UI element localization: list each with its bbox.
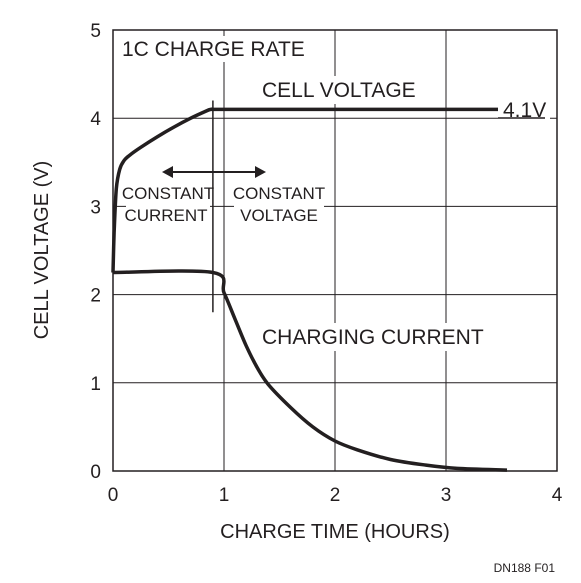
- series-line-charging-current: [112, 269, 508, 472]
- x-tick-label: 0: [108, 485, 119, 506]
- y-tick-label: 4: [90, 109, 101, 130]
- y-tick-label: 3: [90, 197, 101, 218]
- x-tick-label: 2: [330, 485, 341, 506]
- cc-label-bg: [126, 183, 210, 226]
- x-tick-label: 1: [219, 485, 230, 506]
- constant-voltage-line2: VOLTAGE: [240, 206, 318, 225]
- phase-arrow-right-head: [255, 166, 266, 178]
- series-line-cell-voltage: [111, 107, 502, 273]
- series-layer: [111, 107, 508, 472]
- constant-current-line2: CURRENT: [124, 206, 207, 225]
- cell-voltage-label: CELL VOLTAGE: [262, 79, 416, 102]
- rate-annotation: 1C CHARGE RATE: [122, 38, 305, 61]
- voltage-label-bg: [258, 76, 410, 104]
- phase-arrow: [162, 166, 266, 178]
- phase-arrow-left-head: [162, 166, 173, 178]
- voltage-value-bg: [498, 100, 550, 126]
- cv-label-bg: [234, 183, 324, 226]
- constant-voltage-line1: CONSTANT: [233, 184, 325, 203]
- y-tick-label: 0: [90, 462, 101, 483]
- voltage-value-label: 4.1V: [503, 99, 546, 122]
- y-tick-label: 1: [90, 374, 101, 395]
- current-label-bg: [258, 323, 470, 351]
- y-tick-label: 2: [90, 286, 101, 307]
- x-axis-title: CHARGE TIME (HOURS): [220, 521, 450, 543]
- tick-labels: 0 1 2 3 4 0 1 2 3 4 5: [90, 21, 562, 506]
- x-tick-label: 4: [552, 485, 563, 506]
- rate-label-bg: [118, 36, 294, 62]
- x-tick-label: 3: [441, 485, 452, 506]
- figure-id: DN188 F01: [494, 561, 556, 575]
- constant-current-line1: CONSTANT: [122, 184, 214, 203]
- charging-current-label: CHARGING CURRENT: [262, 326, 484, 349]
- y-tick-label: 5: [90, 21, 101, 42]
- y-axis-title: CELL VOLTAGE (V): [31, 161, 53, 340]
